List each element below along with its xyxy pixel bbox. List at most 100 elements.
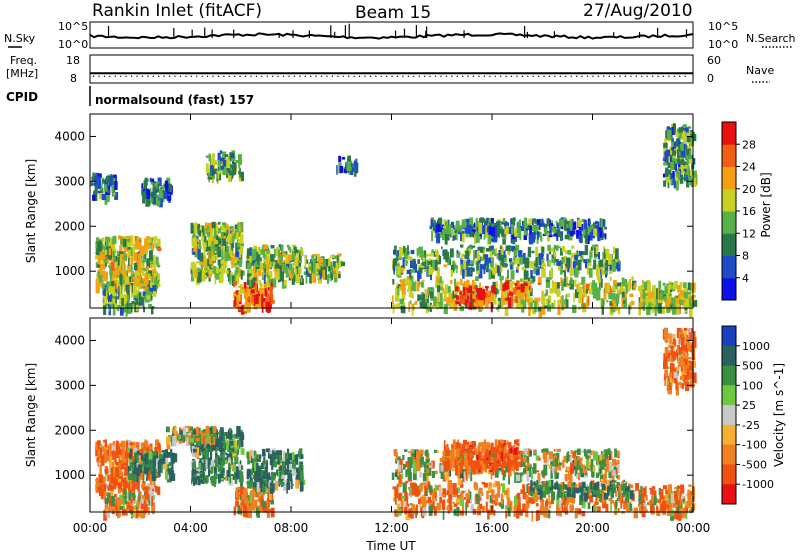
echo-cell (491, 245, 494, 250)
nave-dot (93, 75, 95, 77)
echo-cell (209, 447, 212, 451)
echo-cell (462, 287, 466, 296)
echo-cell (135, 505, 138, 510)
echo-cell (443, 249, 448, 260)
echo-cell (659, 296, 663, 304)
nave-dot (266, 75, 268, 77)
echo-cell (574, 279, 577, 287)
echo-cell (127, 294, 129, 301)
echo-cell (99, 251, 102, 258)
echo-cell (538, 297, 541, 302)
echo-cell (536, 219, 541, 230)
echo-cell (546, 218, 549, 227)
echo-cell (406, 269, 411, 275)
echo-cell (335, 262, 339, 274)
echo-cell (436, 267, 440, 278)
echo-cell (282, 279, 287, 286)
echo-cell (564, 250, 569, 255)
echo-cell (512, 234, 516, 245)
echo-cell (178, 437, 183, 444)
echo-cell (114, 451, 117, 462)
echo-cell (146, 472, 148, 482)
echo-cell (670, 302, 675, 309)
echo-cell (147, 266, 149, 271)
echo-cell (141, 267, 145, 277)
echo-cell (408, 493, 411, 496)
nave-dot (467, 75, 469, 77)
echo-cell (518, 255, 524, 265)
echo-cell (144, 503, 148, 512)
echo-cell (118, 478, 121, 483)
echo-cell (266, 477, 271, 482)
nave-dot (348, 75, 350, 77)
echo-cell (258, 296, 261, 307)
echo-cell (312, 253, 317, 257)
echo-cell (439, 496, 442, 504)
echo-cell (120, 287, 123, 295)
echo-cell (268, 486, 272, 491)
echo-cell (488, 257, 492, 264)
echo-cell (661, 290, 667, 299)
echo-cell (112, 298, 117, 305)
echo-cell (580, 256, 584, 261)
echo-cell (420, 506, 423, 513)
echo-cell (495, 248, 497, 254)
echo-cell (206, 269, 209, 277)
echo-cell (486, 297, 491, 301)
echo-cell (292, 469, 296, 476)
echo-cell (117, 506, 122, 510)
echo-cell (172, 453, 178, 463)
echo-cell (207, 246, 211, 251)
echo-cell (500, 265, 503, 273)
echo-cell (248, 508, 252, 519)
echo-cell (114, 303, 118, 310)
echo-cell (132, 470, 135, 479)
echo-cell (151, 496, 154, 506)
echo-cell (392, 295, 394, 305)
echo-cell (237, 230, 241, 237)
echo-cell (115, 296, 117, 304)
echo-cell (192, 431, 197, 435)
echo-cell (476, 261, 479, 271)
echo-cell (619, 284, 624, 292)
echo-cell (214, 224, 218, 236)
echo-cell (194, 447, 200, 458)
echo-cell (156, 470, 161, 474)
echo-cell (509, 280, 513, 289)
echo-cell (212, 248, 216, 253)
echo-cell (317, 273, 321, 279)
cpid-label: CPID (6, 90, 38, 104)
echo-cell (561, 295, 564, 304)
echo-cell (458, 508, 461, 514)
echo-cell (215, 453, 218, 460)
echo-cell (581, 218, 586, 223)
y-tick-label: 2000 (54, 219, 85, 233)
echo-cell (251, 474, 254, 481)
echo-cell (407, 245, 409, 256)
echo-cell (438, 217, 443, 228)
echo-cell (435, 498, 438, 502)
echo-cell (103, 483, 107, 491)
echo-cell (277, 278, 281, 283)
echo-cell (249, 477, 253, 484)
echo-cell (227, 429, 232, 440)
echo-cell (101, 250, 106, 261)
echo-cell (519, 497, 521, 506)
nave-dot (147, 75, 149, 77)
echo-cell (567, 494, 572, 502)
echo-cell (140, 280, 144, 284)
nave-dot (223, 75, 225, 77)
echo-cell (247, 273, 252, 276)
echo-cell (145, 244, 148, 251)
echo-cell (479, 256, 484, 261)
nave-dot (288, 75, 290, 77)
y-tick-label: 4000 (54, 129, 85, 143)
echo-cell (151, 502, 156, 513)
echo-cell (113, 267, 117, 274)
echo-cell (589, 227, 593, 230)
echo-cell (147, 506, 150, 515)
echo-cell (463, 497, 466, 500)
echo-cell (541, 481, 546, 490)
echo-cell (687, 282, 691, 291)
